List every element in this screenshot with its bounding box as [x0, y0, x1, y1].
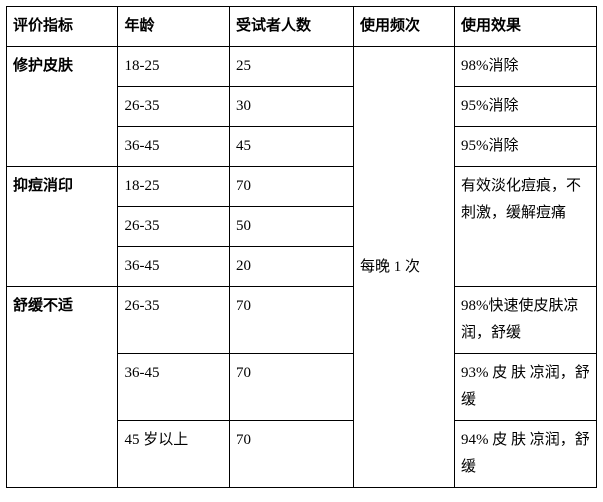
effect-cell: 有效淡化痘痕，不刺激，缓解痘痛: [454, 167, 596, 287]
effect-cell: 94% 皮 肤 凉润，舒缓: [454, 421, 596, 488]
age-cell: 18-25: [118, 167, 229, 207]
count-cell: 45: [229, 127, 353, 167]
count-cell: 70: [229, 421, 353, 488]
age-cell: 45 岁以上: [118, 421, 229, 488]
age-cell: 18-25: [118, 47, 229, 87]
age-cell: 26-35: [118, 207, 229, 247]
count-cell: 70: [229, 167, 353, 207]
effect-cell: 95%消除: [454, 127, 596, 167]
age-cell: 26-35: [118, 87, 229, 127]
table-row: 舒缓不适 26-35 70 98%快速使皮肤凉润，舒缓: [7, 287, 597, 354]
effect-cell: 93% 皮 肤 凉润，舒缓: [454, 354, 596, 421]
table-row: 抑痘消印 18-25 70 有效淡化痘痕，不刺激，缓解痘痛: [7, 167, 597, 207]
count-cell: 70: [229, 354, 353, 421]
header-freq: 使用频次: [354, 7, 455, 47]
header-metric: 评价指标: [7, 7, 118, 47]
header-age: 年龄: [118, 7, 229, 47]
age-cell: 26-35: [118, 287, 229, 354]
header-count: 受试者人数: [229, 7, 353, 47]
header-effect: 使用效果: [454, 7, 596, 47]
freq-cell: 每晚 1 次: [354, 47, 455, 488]
metric-cell: 修护皮肤: [7, 47, 118, 167]
count-cell: 30: [229, 87, 353, 127]
table-row: 修护皮肤 18-25 25 每晚 1 次 98%消除: [7, 47, 597, 87]
count-cell: 20: [229, 247, 353, 287]
age-cell: 36-45: [118, 127, 229, 167]
effect-cell: 98%快速使皮肤凉润，舒缓: [454, 287, 596, 354]
count-cell: 25: [229, 47, 353, 87]
age-cell: 36-45: [118, 247, 229, 287]
result-table: 评价指标 年龄 受试者人数 使用频次 使用效果 修护皮肤 18-25 25 每晚…: [6, 6, 597, 488]
metric-cell: 舒缓不适: [7, 287, 118, 488]
count-cell: 50: [229, 207, 353, 247]
count-cell: 70: [229, 287, 353, 354]
effect-cell: 98%消除: [454, 47, 596, 87]
effect-cell: 95%消除: [454, 87, 596, 127]
metric-cell: 抑痘消印: [7, 167, 118, 287]
age-cell: 36-45: [118, 354, 229, 421]
table-header-row: 评价指标 年龄 受试者人数 使用频次 使用效果: [7, 7, 597, 47]
